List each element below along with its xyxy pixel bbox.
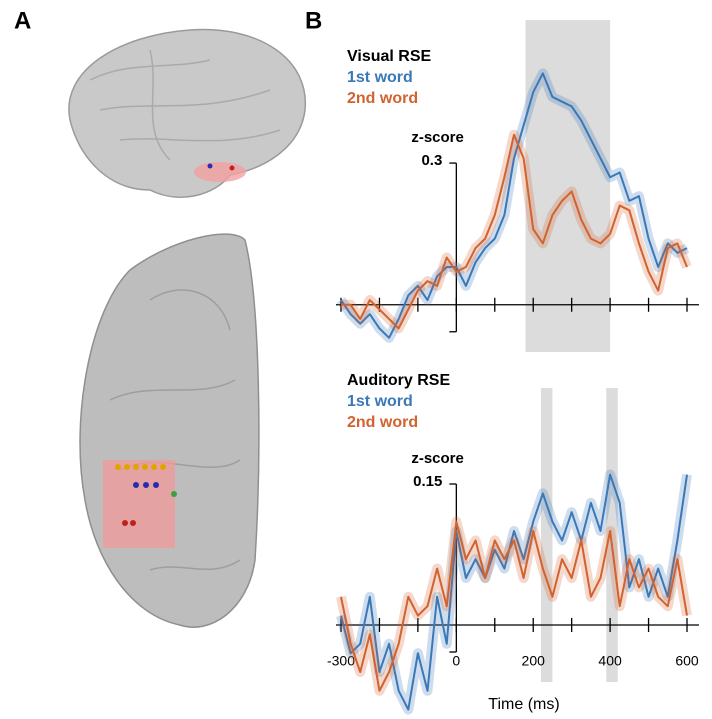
- series-line: [341, 73, 687, 337]
- x-tick-label: 400: [598, 653, 622, 669]
- error-band: [341, 522, 687, 691]
- brain-ventral: [80, 234, 259, 627]
- brain-outline: [69, 30, 305, 198]
- x-tick-label: 0: [452, 653, 460, 669]
- legend-entry: 1st word: [347, 393, 413, 410]
- y-axis-label: z-score: [411, 129, 464, 146]
- electrode: [208, 164, 213, 169]
- shaded-window: [526, 20, 611, 352]
- y-tick-label: 0.15: [413, 473, 442, 490]
- error-band: [341, 73, 687, 337]
- legend-title: Auditory RSE: [347, 372, 450, 389]
- shaded-window: [541, 388, 553, 682]
- legend-title: Visual RSE: [347, 48, 432, 65]
- x-tick-label: 600: [675, 653, 699, 669]
- brain-outline: [80, 234, 259, 627]
- brain-lateral: [69, 30, 305, 198]
- legend-entry: 1st word: [347, 69, 413, 86]
- electrode-region: [194, 162, 246, 182]
- panel-label: B: [305, 7, 322, 34]
- electrode-region: [103, 460, 175, 548]
- y-tick-label: 0.3: [421, 152, 442, 169]
- legend-entry: 2nd word: [347, 414, 418, 431]
- figure: A B 0.3 z-score Visual RSE 1st word 2nd word…: [0, 0, 712, 719]
- legend-entry: 2nd word: [347, 90, 418, 107]
- y-axis-label: z-score: [411, 450, 464, 467]
- electrode: [230, 166, 235, 171]
- x-tick-label: 200: [522, 653, 546, 669]
- x-axis-label: Time (ms): [488, 696, 559, 713]
- panel-label: A: [14, 7, 31, 34]
